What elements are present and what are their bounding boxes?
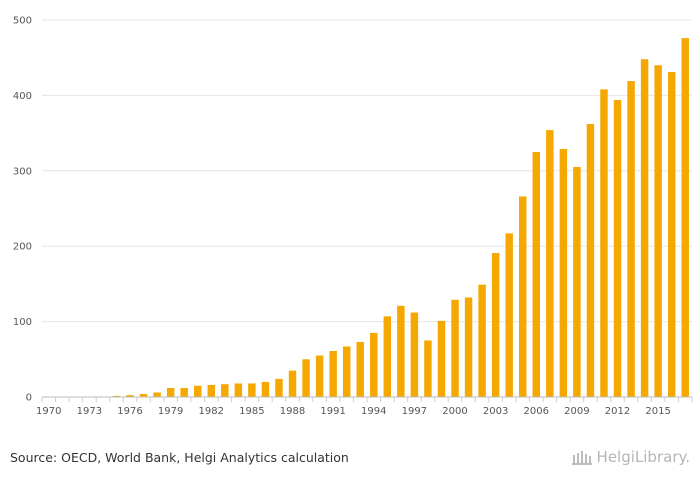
bar-2012[interactable]	[613, 99, 622, 397]
y-tick-label: 100	[13, 317, 32, 328]
x-tick-label: 1976	[117, 406, 142, 417]
y-tick-label: 500	[13, 16, 32, 27]
bar-2008[interactable]	[559, 148, 568, 397]
bar-2005[interactable]	[519, 196, 527, 397]
bar-1985[interactable]	[248, 383, 256, 397]
y-tick-label: 200	[13, 242, 32, 253]
bar-2002[interactable]	[478, 284, 486, 397]
x-tick-label: 2012	[605, 406, 630, 417]
bar-1997[interactable]	[410, 312, 419, 397]
bar-1988[interactable]	[288, 370, 297, 397]
bar-2009[interactable]	[573, 167, 581, 397]
x-tick-label: 1991	[320, 406, 345, 417]
x-tick-label: 1973	[77, 406, 102, 417]
bar-2000[interactable]	[451, 299, 459, 397]
y-axis: 0 100 200 300 400 500	[13, 16, 32, 404]
bar-1980[interactable]	[180, 387, 188, 397]
bar-2015[interactable]	[654, 65, 662, 398]
x-tick-label: 1970	[36, 406, 61, 417]
y-tick-label: 400	[13, 91, 32, 102]
bar-1996[interactable]	[397, 305, 405, 397]
x-axis: 1970 1973 1976 1979 1982 1985 1988 1991 1994 1997…	[36, 397, 693, 417]
bar-1999[interactable]	[437, 320, 446, 397]
bar-1984[interactable]	[234, 383, 243, 397]
x-tick-label: 1985	[239, 406, 264, 417]
bar-1975[interactable]	[112, 395, 121, 397]
bar-1976[interactable]	[126, 395, 134, 397]
y-tick-label: 0	[26, 393, 32, 404]
y-tick-label: 300	[13, 166, 32, 177]
bar-2006[interactable]	[532, 151, 540, 397]
bar-1994[interactable]	[370, 332, 378, 397]
bar-1977[interactable]	[139, 393, 148, 397]
x-tick-label: 2009	[564, 406, 589, 417]
bar-2007[interactable]	[546, 130, 554, 398]
bar-2003[interactable]	[491, 252, 500, 397]
x-tick-label: 2006	[524, 406, 549, 417]
x-tick-label: 2003	[483, 406, 508, 417]
bar-1987[interactable]	[275, 378, 283, 397]
bar-1990[interactable]	[315, 355, 324, 397]
bar-1986[interactable]	[261, 381, 270, 397]
bar-1979[interactable]	[166, 387, 175, 397]
helgilibrary-logo[interactable]: HelgiLibrary.	[571, 448, 690, 466]
x-tick-label: 1997	[402, 406, 427, 417]
bar-2001[interactable]	[464, 297, 473, 397]
bar-2016[interactable]	[667, 72, 676, 397]
bar-1981[interactable]	[194, 385, 202, 397]
bar-chart: 0 100 200 300 400 500 1970 1973 1976 1979 1982 198…	[13, 16, 693, 417]
bar-1992[interactable]	[342, 346, 351, 397]
bar-1993[interactable]	[356, 341, 364, 397]
gridlines	[42, 19, 692, 323]
library-building-icon	[571, 451, 592, 465]
x-tick-label: 2000	[442, 406, 467, 417]
bar-2011[interactable]	[600, 89, 608, 398]
x-tick-label: 1979	[158, 406, 183, 417]
bars	[112, 38, 689, 398]
bar-1982[interactable]	[207, 384, 215, 397]
bar-1989[interactable]	[302, 359, 310, 397]
bar-1995[interactable]	[383, 316, 392, 397]
bar-2004[interactable]	[505, 233, 513, 397]
bar-2010[interactable]	[586, 124, 595, 397]
bar-1983[interactable]	[221, 384, 229, 397]
bar-2013[interactable]	[627, 81, 635, 397]
x-tick-label: 1988	[280, 406, 305, 417]
bar-1978[interactable]	[153, 392, 161, 397]
bar-2014[interactable]	[640, 59, 649, 397]
source-note: Source: OECD, World Bank, Helgi Analytic…	[10, 450, 349, 465]
bar-2017[interactable]	[681, 38, 689, 397]
x-tick-label: 1994	[361, 406, 386, 417]
bar-1998[interactable]	[424, 340, 432, 397]
x-tick-label: 2015	[645, 406, 670, 417]
bar-1991[interactable]	[329, 351, 337, 397]
x-tick-label: 1982	[199, 406, 224, 417]
brand-name: HelgiLibrary.	[596, 448, 690, 466]
